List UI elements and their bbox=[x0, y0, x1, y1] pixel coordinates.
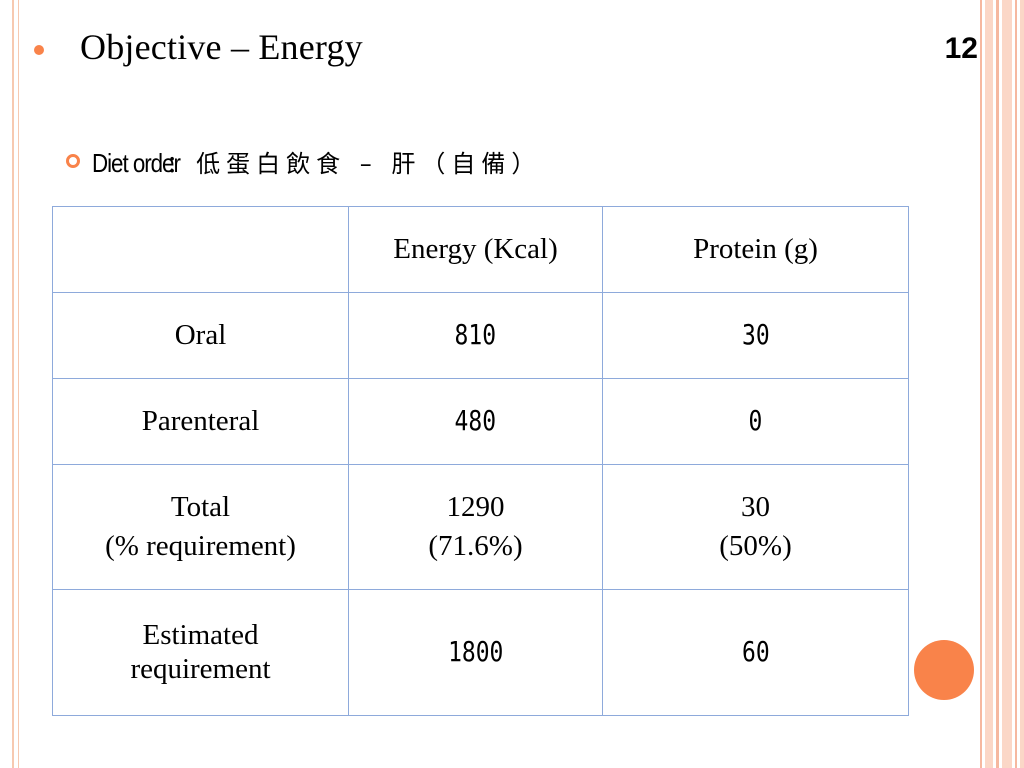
energy-value: 1800 bbox=[447, 634, 504, 668]
row-label-sub: requirement bbox=[130, 653, 271, 686]
table-row: Estimated requirement 1800 60 bbox=[52, 588, 909, 717]
protein-cell: 30 bbox=[602, 292, 909, 380]
energy-cell: 810 bbox=[348, 292, 603, 380]
nutrition-table: Energy (Kcal) Protein (g) Oral 810 30 Pa… bbox=[52, 205, 909, 717]
table-header-row: Energy (Kcal) Protein (g) bbox=[52, 205, 909, 294]
energy-value: 1290 bbox=[446, 490, 505, 523]
left-border-line bbox=[12, 0, 14, 768]
header-cell-empty bbox=[52, 205, 349, 294]
table-row: Total (% requirement) 1290 (71.6%) 30 (5… bbox=[52, 464, 909, 590]
energy-cell: 1800 bbox=[348, 588, 603, 717]
row-label-cell: Total (% requirement) bbox=[52, 464, 349, 590]
title-bullet-icon bbox=[34, 45, 44, 55]
row-label: Parenteral bbox=[141, 405, 260, 438]
protein-value: 60 bbox=[741, 634, 770, 668]
decorative-circle bbox=[914, 640, 974, 700]
header-cell-energy: Energy (Kcal) bbox=[348, 205, 603, 294]
slide-number: 12 bbox=[944, 32, 978, 65]
energy-value: 480 bbox=[454, 404, 497, 438]
table-row: Oral 810 30 bbox=[52, 292, 909, 380]
diet-order-value: ：低蛋白飲食 – 肝（自備） bbox=[166, 150, 542, 178]
protein-value: 0 bbox=[748, 404, 763, 438]
row-label-sub: (% requirement) bbox=[105, 530, 296, 563]
sub-bullet-icon bbox=[66, 154, 80, 168]
energy-percent: (71.6%) bbox=[428, 530, 523, 563]
slide-title: Objective – Energy bbox=[80, 27, 363, 67]
left-border-line-inner bbox=[18, 0, 19, 768]
energy-value: 810 bbox=[454, 318, 497, 352]
protein-cell: 0 bbox=[602, 378, 909, 466]
row-label: Estimated bbox=[142, 618, 259, 651]
table-row: Parenteral 480 0 bbox=[52, 378, 909, 466]
diet-order-label: Diet order bbox=[92, 148, 181, 178]
diet-order-line: Diet order：低蛋白飲食 – 肝（自備） bbox=[92, 144, 541, 179]
protein-value: 30 bbox=[741, 318, 770, 352]
header-cell-protein: Protein (g) bbox=[602, 205, 909, 294]
row-label-cell: Oral bbox=[52, 292, 349, 380]
energy-cell: 1290 (71.6%) bbox=[348, 464, 603, 590]
row-label: Total bbox=[170, 490, 231, 523]
protein-cell: 60 bbox=[602, 588, 909, 717]
protein-percent: (50%) bbox=[719, 530, 792, 563]
energy-cell: 480 bbox=[348, 378, 603, 466]
protein-cell: 30 (50%) bbox=[602, 464, 909, 590]
right-decorative-stripes bbox=[980, 0, 1024, 768]
row-label-cell: Estimated requirement bbox=[52, 588, 349, 717]
protein-value: 30 bbox=[741, 490, 770, 523]
row-label-cell: Parenteral bbox=[52, 378, 349, 466]
row-label: Oral bbox=[174, 319, 227, 352]
